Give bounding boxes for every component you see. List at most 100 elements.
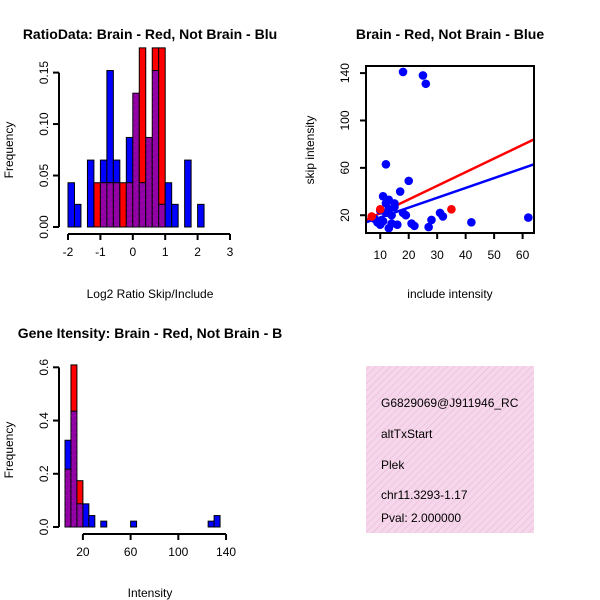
not-brain-bar-5 [99,159,108,184]
not-brain-bar-7 [112,159,121,184]
brain-point-2 [447,205,456,214]
intensity-histogram-panel: Gene Itensity: Brain - Red, Not Brain - … [2,325,282,600]
not-brain-point-26 [424,222,433,232]
overlap-hatch-7 [113,182,120,227]
x-tick-label-0: 20 [76,545,90,559]
y-tick-label-0: 0.00 [37,215,51,239]
not-brain-point-31 [524,213,533,222]
ratio-histogram-title: RatioData: Brain - Red, Not Brain - Blu [23,26,277,42]
not-brain-point-12 [387,210,396,220]
not-brain-point-16 [393,220,402,230]
x-tick-label-1: 20 [402,248,416,262]
y-tick-label-1: 0.05 [37,164,51,188]
scatter-xlabel: include intensity [407,287,492,301]
info-pval: Pval: 2.000000 [381,511,461,525]
y-tick-label-0: 20 [338,208,352,222]
overlap-hatch-5 [100,182,107,227]
info-event-type: altTxStart [381,427,433,441]
not-brain-bar-15 [164,182,173,228]
overlap-hatch-0 [65,469,71,527]
overlap-hatch-9 [126,182,133,227]
x-tick-label-2: 100 [168,545,188,559]
not-brain-point-23 [410,221,419,231]
not-brain-point-24 [418,71,428,80]
not-brain-bar-20 [197,203,205,228]
y-tick-label-2: 100 [338,110,352,130]
ratio-histogram-xlabel: Log2 Ratio Skip/Include [87,287,214,301]
not-brain-bar-4 [88,515,96,528]
ratio-histogram-ylabel: Frequency [2,122,16,179]
not-brain-point-21 [404,176,414,186]
y-tick-label-0: 0.0 [37,518,51,535]
overlap-hatch-12 [145,137,153,227]
not-brain-point-30 [467,218,476,227]
intensity-scatter-panel: Brain - Red, Not Brain - Blue include in… [303,26,544,301]
info-panel-hatch [366,366,534,533]
x-tick-label-3: 40 [459,248,473,262]
y-tick-label-2: 0.4 [37,412,51,429]
not-brain-bar-25 [213,515,221,528]
intensity-histogram-title: Gene Itensity: Brain - Red, Not Brain - … [18,325,282,341]
not-brain-point-17 [395,187,405,196]
x-tick-label-3: 140 [216,545,236,559]
overlap-hatch-11 [139,182,146,227]
x-tick-label-2: 0 [129,245,136,259]
not-brain-bar-0 [64,439,72,470]
not-brain-bar-6 [100,520,108,528]
overlap-hatch-2 [76,503,83,527]
brain-bar-14 [158,47,166,205]
brain-bar-13 [151,47,160,72]
brain-bar-1 [70,364,78,412]
overlap-hatch-10 [132,93,140,227]
intensity-histogram-xlabel: Intensity [128,586,173,600]
brain-bar-8 [119,182,127,228]
not-brain-bar-18 [184,159,192,228]
not-brain-point-20 [401,210,411,220]
x-tick-label-4: 2 [194,245,201,259]
x-tick-label-0: 10 [374,248,388,262]
info-gene-name: Plek [381,458,405,472]
not-brain-bar-0 [67,182,75,228]
ratio-histogram-panel: RatioData: Brain - Red, Not Brain - Blu … [2,26,277,301]
brain-bar-11 [138,47,147,184]
x-tick-label-1: -1 [95,245,106,259]
y-tick-label-3: 140 [338,63,352,83]
y-tick-label-3: 0.15 [37,61,51,85]
not-brain-bar-3 [82,503,90,528]
x-tick-label-5: 60 [516,248,530,262]
not-brain-bar-24 [207,520,215,528]
info-panel: G6829069@J911946_RC altTxStart Plek chr1… [366,366,534,533]
x-tick-label-4: 50 [487,248,501,262]
not-brain-point-27 [427,215,436,225]
not-brain-bar-9 [125,136,134,184]
brain-point-1 [375,205,385,214]
x-tick-label-3: 1 [162,245,169,259]
overlap-hatch-13 [152,70,159,227]
y-tick-label-3: 0.6 [37,359,51,376]
not-brain-bar-16 [171,203,179,228]
not-brain-bar-11 [130,520,138,528]
not-brain-point-15 [390,199,399,208]
not-brain-point-18 [398,67,408,77]
not-brain-point-29 [438,212,448,221]
not-brain-point-25 [421,79,431,89]
info-event-id: G6829069@J911946_RC [381,396,519,410]
y-tick-label-1: 60 [338,161,352,175]
overlap-hatch-6 [106,182,114,227]
x-tick-label-0: -2 [63,245,74,259]
info-locus: chr11.3293-1.17 [381,488,468,502]
scatter-plot-box [365,65,535,234]
y-tick-label-1: 0.2 [37,465,51,482]
scatter-title: Brain - Red, Not Brain - Blue [356,26,544,42]
not-brain-point-6 [381,160,391,169]
not-brain-bar-6 [106,70,114,184]
brain-point-0 [367,212,376,221]
not-brain-bar-3 [86,159,95,228]
not-brain-point-5 [378,216,388,226]
not-brain-bar-1 [73,203,82,228]
intensity-histogram-ylabel: Frequency [2,422,16,479]
brain-bar-4 [93,182,101,228]
x-tick-label-2: 30 [431,248,445,262]
brain-bar-2 [76,480,84,505]
